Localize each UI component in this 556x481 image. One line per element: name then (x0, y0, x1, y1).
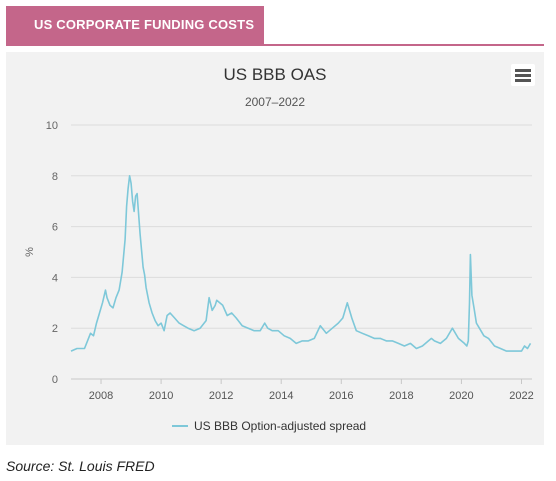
x-tick-label: 2018 (389, 390, 413, 402)
x-tick-label: 2022 (509, 390, 533, 402)
hamburger-menu-icon (515, 69, 531, 72)
chart-title: US BBB OAS (224, 65, 327, 84)
y-tick-label: 10 (46, 120, 58, 132)
y-tick-label: 8 (52, 171, 58, 183)
y-tick-label: 0 (52, 374, 58, 386)
x-tick-label: 2008 (89, 390, 113, 402)
y-tick-label: 4 (52, 272, 58, 284)
series-line-bbb-oas (70, 175, 532, 352)
x-tick-label: 2020 (449, 390, 473, 402)
chart-panel: US BBB OAS 2007–2022 0 2 4 6 8 10% 2008 2010 2012 2… (6, 52, 544, 445)
x-tick-label: 2010 (149, 390, 173, 402)
legend-label: US BBB Option-adjusted spread (194, 419, 366, 433)
y-tick-label: 2 (52, 323, 58, 335)
section-header-tab: US CORPORATE FUNDING COSTS (6, 6, 264, 44)
chart-subtitle: 2007–2022 (245, 95, 305, 109)
x-tick-label: 2014 (269, 390, 293, 402)
x-tick-label: 2016 (329, 390, 353, 402)
header-divider (6, 44, 544, 46)
oas-line-chart: US BBB OAS 2007–2022 0 2 4 6 8 10% 2008 2010 2012 2… (24, 65, 534, 433)
y-axis-label: % (24, 247, 36, 257)
hamburger-menu-icon (515, 74, 531, 77)
x-tick-label: 2012 (209, 390, 233, 402)
hamburger-menu-icon (515, 79, 531, 82)
y-tick-label: 6 (52, 222, 58, 234)
chart-menu-button[interactable] (511, 64, 535, 86)
source-note: Source: St. Louis FRED (6, 458, 155, 474)
section-title: US CORPORATE FUNDING COSTS (34, 17, 255, 32)
